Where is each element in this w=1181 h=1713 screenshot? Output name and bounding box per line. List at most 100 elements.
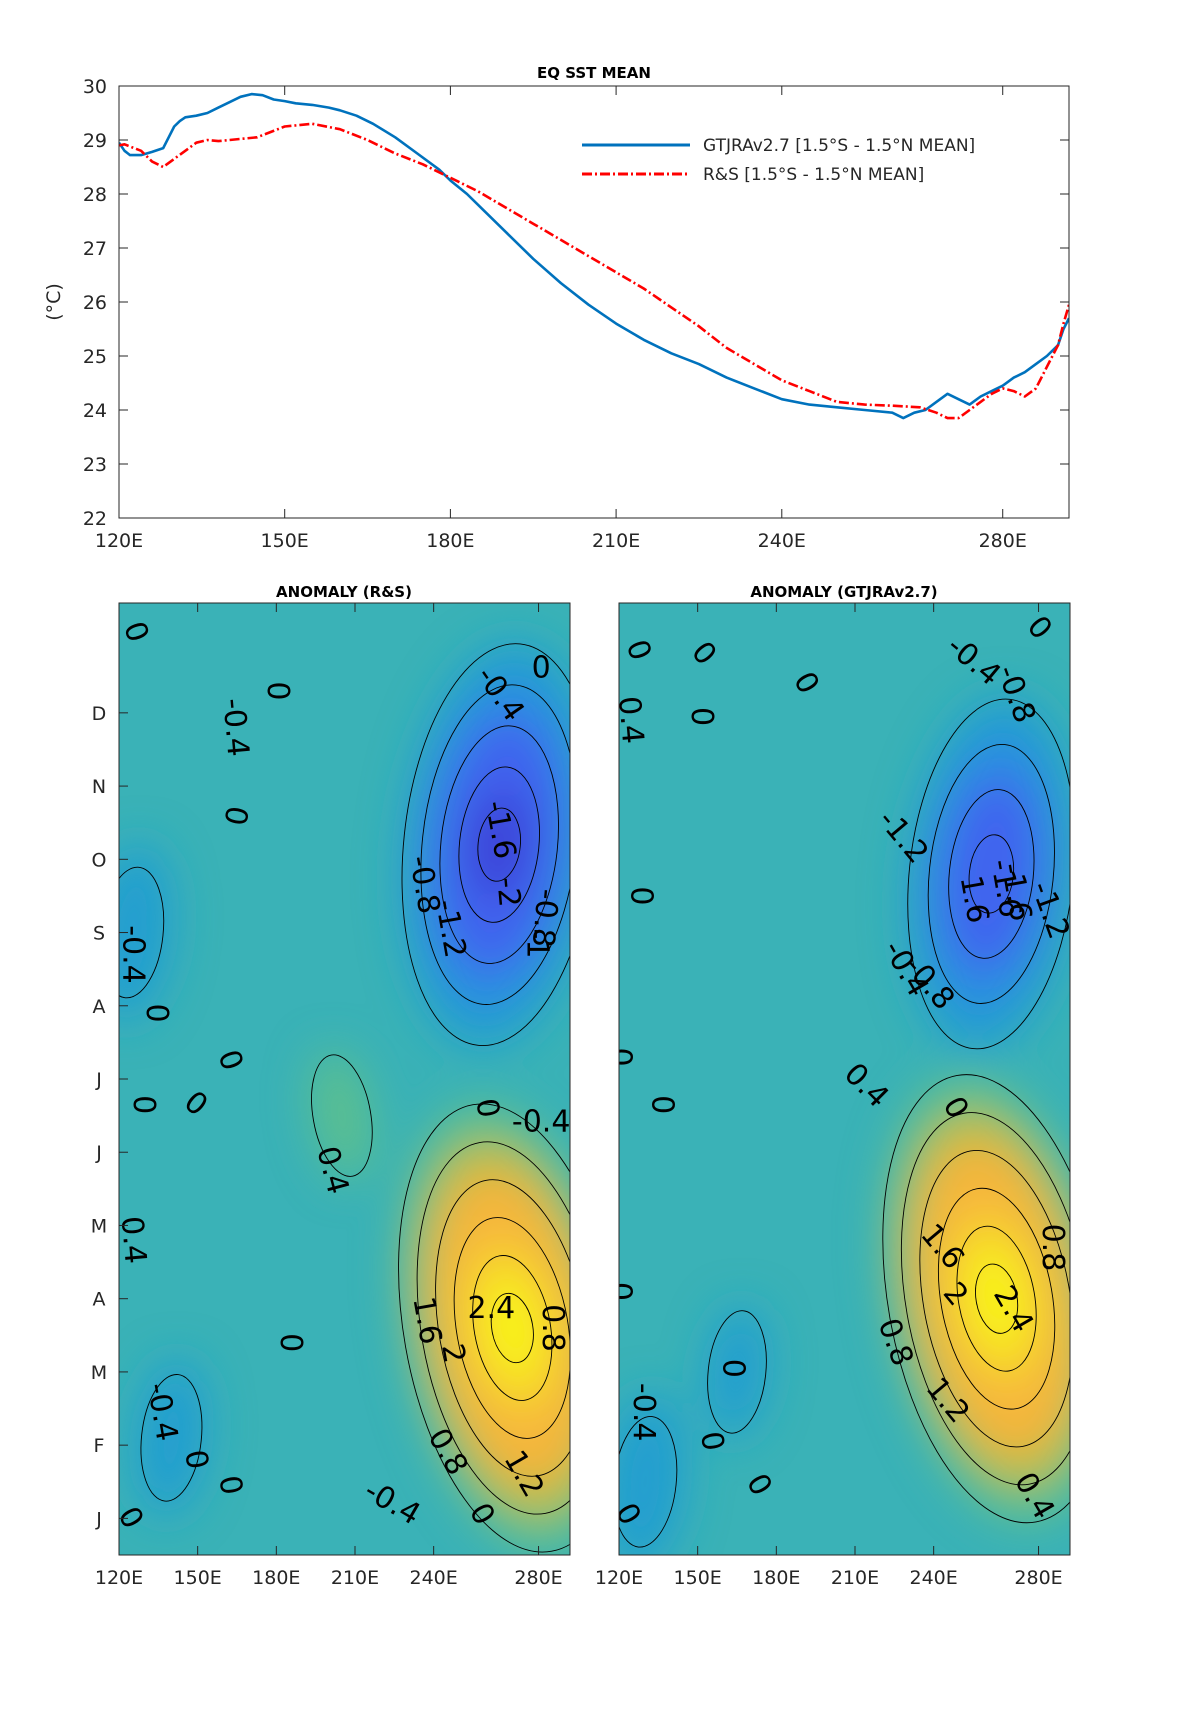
heatmap-gtjra-contour-line	[707, 1310, 767, 1434]
heatmap-gtjra-contour-line	[882, 1074, 1070, 1524]
heatmap-gtjra-contour-line	[968, 834, 1015, 914]
xtick-label: 180E	[426, 530, 474, 552]
heatmap-rs-contour-line	[416, 1141, 570, 1515]
heatmap-rs-contour-line	[458, 766, 540, 923]
heatmap-gtjra-field-level	[960, 814, 1022, 934]
month-tick-label: S	[93, 923, 105, 945]
line-chart-series	[119, 92, 1069, 420]
heatmap-rs-contour-label: 0.8	[535, 1304, 570, 1352]
heatmap-rs-contour-label: -0.4	[512, 1104, 571, 1139]
heatmap-rs-contour-line	[472, 1255, 553, 1401]
heatmap-gtjra-contour-label: 0	[623, 886, 658, 905]
heatmap-rs-contour-label: 0	[139, 1004, 174, 1023]
line-chart-xticks: 120E 150E 180E 210E 240E 280E	[95, 86, 1027, 552]
heatmap-rs-contour-line	[140, 1374, 203, 1502]
heatmap-gtjra-contour-line	[948, 789, 1035, 959]
heatmap-rs-field-level	[136, 1359, 207, 1517]
heatmap-rs-xtick-label: 240E	[410, 1567, 458, 1589]
heatmap-gtjra-xticks: 120E 150E 180E 210E 240E 280E	[595, 603, 1063, 1589]
heatmap-rs-contour-line	[490, 1292, 534, 1364]
ytick-label: 26	[83, 292, 107, 314]
heatmap-month-ticks: J F M A M J J A S O N D	[91, 703, 128, 1530]
heatmap-gtjra-xtick-label: 120E	[595, 1567, 643, 1589]
heatmap-gtjra-contour-line	[907, 698, 1070, 1050]
heatmap-rs-contour-line	[435, 1179, 570, 1477]
legend-label-series-1: GTJRAv2.7 [1.5°S - 1.5°N MEAN]	[703, 136, 975, 156]
heatmap-rs-contour-line	[398, 1103, 570, 1553]
heatmap-rs-contour-label: 0	[126, 1095, 161, 1114]
heatmap-gtjra-contour-label: 0	[603, 1047, 638, 1066]
ytick-label: 25	[83, 346, 107, 368]
line-chart-yticks: 22 23 24 25 26 27 28 29 30	[83, 76, 1069, 530]
heatmap-gtjra-xtick-label: 280E	[1014, 1567, 1062, 1589]
legend: GTJRAv2.7 [1.5°S - 1.5°N MEAN] R&S [1.5°…	[582, 136, 975, 185]
line-chart-title: EQ SST MEAN	[537, 64, 651, 82]
heatmap-rs-contour-label: 0.4	[114, 1215, 153, 1266]
heatmap-rs-xtick-label: 150E	[174, 1567, 222, 1589]
month-tick-label: M	[91, 1215, 107, 1237]
heatmap-rs-fields	[119, 641, 570, 1554]
heatmap-gtjra-frame	[618, 602, 1071, 1556]
heatmap-rs-contour-label: -1	[519, 929, 554, 959]
heatmap-gtjra-contour-label: 0.4	[611, 695, 650, 746]
xtick-label: 240E	[758, 530, 806, 552]
heatmap-rs-contours	[119, 643, 570, 1553]
heatmap-rs-contour-label: -0.4	[215, 697, 255, 758]
ytick-label: 22	[83, 508, 107, 530]
heatmap-gtjra-fields	[619, 695, 1070, 1555]
heatmap-gtjra-contour-label: 0	[644, 1095, 679, 1114]
heatmap-gtjra-xtick-label: 240E	[910, 1567, 958, 1589]
heatmap-rs-contour-label: -0.4	[116, 925, 151, 984]
heatmap-gtjra-xtick-label: 210E	[831, 1567, 879, 1589]
heatmap-rs-field-level	[469, 788, 529, 901]
heatmap-rs-xtick-label: 210E	[331, 1567, 379, 1589]
xtick-label: 280E	[979, 530, 1027, 552]
heatmap-gtjra-field-level	[706, 1305, 768, 1439]
heatmap-rs-field-level	[119, 843, 173, 1022]
heatmap-rs: ANOMALY (R&S) 0-0.40 -0.4 00-0.8-1.2-1.6-2…	[91, 583, 571, 1589]
heatmap-gtjra-contour-label: 0	[715, 1359, 750, 1378]
heatmap-rs-contour-line	[401, 643, 570, 1047]
line-chart-ylabel: (°C)	[43, 283, 65, 321]
heatmap-rs-contour-line	[453, 1217, 570, 1439]
heatmap-gtjra-contour-label: 0.8	[1035, 1224, 1070, 1272]
month-tick-label: O	[92, 849, 107, 871]
heatmap-rs-contour-label: 2.4	[467, 1291, 515, 1326]
heatmap-rs-contour-line	[420, 684, 570, 1005]
month-tick-label: A	[93, 1289, 106, 1311]
heatmap-gtjra-contours	[619, 698, 1070, 1548]
heatmap-gtjra-xtick-label: 150E	[674, 1567, 722, 1589]
ytick-label: 29	[83, 130, 107, 152]
heatmap-gtjra-contour-label: 0	[684, 707, 719, 726]
month-tick-label: D	[92, 703, 107, 725]
xtick-label: 120E	[95, 530, 143, 552]
heatmap-rs-xtick-label: 280E	[514, 1567, 562, 1589]
heatmap-gtjra-contour-line	[937, 1187, 1056, 1410]
heatmap-rs-contour-label: 0	[260, 681, 295, 700]
heatmap-gtjra-contour-line	[900, 1112, 1070, 1486]
heatmap-rs-contour-label: 1.6	[405, 1294, 448, 1347]
heatmap-gtjra-field-level	[967, 1245, 1026, 1352]
heatmap-gtjra-contour-label: 1.6	[953, 873, 996, 926]
month-tick-label: M	[91, 1362, 107, 1384]
heatmap-rs-contour-label: 0	[532, 650, 551, 685]
heatmap-gtjra: ANOMALY (GTJRAv2.7) 0 00 -0.40-0.80.4 0-1.2…	[595, 583, 1071, 1589]
heatmap-rs-contour-label: 0	[273, 1333, 308, 1352]
heatmap-gtjra-contour-line	[975, 1263, 1019, 1334]
heatmap-rs-xtick-label: 120E	[95, 1567, 143, 1589]
heatmap-rs-contour-line	[439, 725, 559, 964]
heatmap-rs-field-level	[483, 1274, 542, 1381]
heatmap-rs-contour-line	[311, 1054, 373, 1177]
heatmap-rs-contour-label: -2	[489, 876, 526, 909]
line-chart-frame	[118, 85, 1070, 519]
heatmap-gtjra-xtick-label: 180E	[752, 1567, 800, 1589]
ytick-label: 23	[83, 454, 107, 476]
line-chart: EQ SST MEAN (°C) 22 23 24 25 26 27 28 29 30 120E…	[43, 64, 1070, 552]
ytick-label: 28	[83, 184, 107, 206]
ytick-label: 24	[83, 400, 107, 422]
heatmap-rs-contour-label: -0.8	[525, 887, 565, 948]
xtick-label: 210E	[592, 530, 640, 552]
heatmap-gtjra-contour-label: -0.4	[626, 1383, 661, 1442]
heatmap-gtjra-contour-line	[619, 1415, 678, 1548]
ytick-label: 27	[83, 238, 107, 260]
